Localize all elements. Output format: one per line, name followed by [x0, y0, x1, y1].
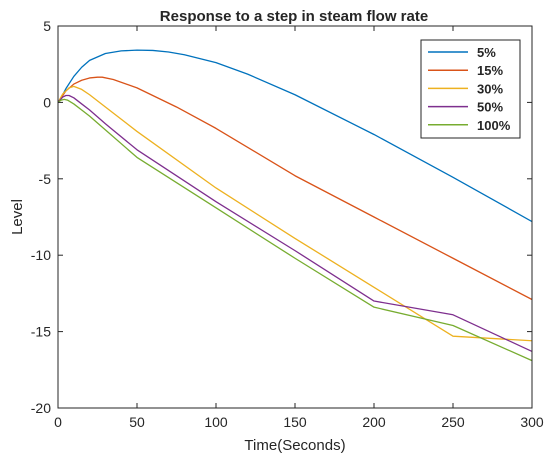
x-tick-label: 50: [129, 414, 145, 430]
y-tick-label: 0: [43, 94, 51, 110]
legend: 5% 15% 30% 50% 100%: [420, 39, 521, 139]
series-line-1: [58, 49, 532, 223]
y-tick-label: -20: [31, 400, 51, 416]
series-line-3: [58, 85, 532, 342]
x-tick-label: 300: [520, 414, 544, 430]
series-line-4: [58, 94, 532, 353]
axes: [57, 25, 533, 409]
y-tick-label: 5: [43, 18, 51, 34]
y-tick-label: -15: [31, 324, 51, 340]
chart-title: Response to a step in steam flow rate: [160, 8, 428, 25]
x-tick-label: 100: [204, 414, 228, 430]
series-line-5: [58, 98, 532, 362]
x-tick-label: 200: [362, 414, 386, 430]
y-axis-label: Level: [9, 199, 26, 235]
legend-label: 100%: [477, 118, 511, 133]
x-tick-label: 150: [283, 414, 307, 430]
x-axis-label: Time(Seconds): [244, 437, 345, 454]
legend-label: 5%: [477, 45, 496, 60]
y-tick-label: -5: [39, 171, 52, 187]
x-tick-label: 250: [441, 414, 465, 430]
legend-label: 15%: [477, 63, 503, 78]
tick-labels: 0 50 100 150 200 250 300 -20 -15 -10 -5 0 5: [31, 18, 544, 430]
series-group: [58, 49, 532, 362]
legend-label: 30%: [477, 81, 503, 96]
x-tick-label: 0: [54, 414, 62, 430]
y-tick-label: -10: [31, 247, 51, 263]
legend-label: 50%: [477, 100, 503, 115]
